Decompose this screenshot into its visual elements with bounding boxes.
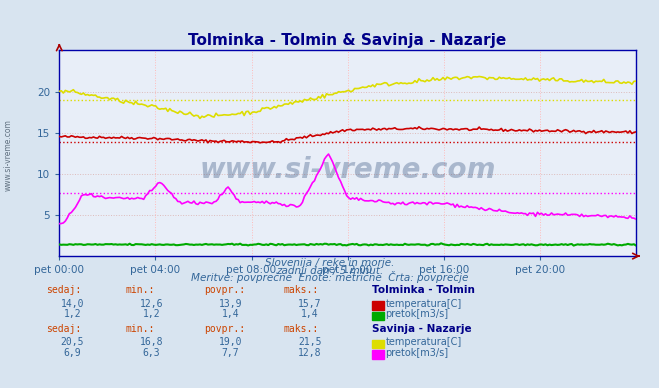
Text: povpr.:: povpr.: <box>204 324 245 334</box>
Text: zadnji dan / 5 minut.: zadnji dan / 5 minut. <box>276 265 383 275</box>
Text: 15,7: 15,7 <box>298 298 322 308</box>
Text: 12,8: 12,8 <box>298 348 322 358</box>
Text: 1,4: 1,4 <box>301 309 318 319</box>
Text: min.:: min.: <box>125 285 155 295</box>
Text: min.:: min.: <box>125 324 155 334</box>
Text: Tolminka - Tolmin: Tolminka - Tolmin <box>372 285 475 295</box>
Text: sedaj:: sedaj: <box>46 324 81 334</box>
Text: povpr.:: povpr.: <box>204 285 245 295</box>
Text: 21,5: 21,5 <box>298 337 322 347</box>
Text: 6,9: 6,9 <box>64 348 81 358</box>
Text: Meritve: povprečne  Enote: metrične  Črta: povprečje: Meritve: povprečne Enote: metrične Črta:… <box>191 271 468 283</box>
Text: 1,2: 1,2 <box>64 309 81 319</box>
Text: Slovenija / reke in morje.: Slovenija / reke in morje. <box>265 258 394 268</box>
Text: sedaj:: sedaj: <box>46 285 81 295</box>
Text: 20,5: 20,5 <box>61 337 84 347</box>
Text: maks.:: maks.: <box>283 324 318 334</box>
Text: 16,8: 16,8 <box>140 337 163 347</box>
Text: 1,4: 1,4 <box>222 309 239 319</box>
Text: www.si-vreme.com: www.si-vreme.com <box>200 156 496 184</box>
Text: 19,0: 19,0 <box>219 337 243 347</box>
Text: Savinja - Nazarje: Savinja - Nazarje <box>372 324 472 334</box>
Text: 14,0: 14,0 <box>61 298 84 308</box>
Text: pretok[m3/s]: pretok[m3/s] <box>386 348 449 358</box>
Title: Tolminka - Tolmin & Savinja - Nazarje: Tolminka - Tolmin & Savinja - Nazarje <box>188 33 507 48</box>
Text: 6,3: 6,3 <box>143 348 160 358</box>
Text: 13,9: 13,9 <box>219 298 243 308</box>
Text: maks.:: maks.: <box>283 285 318 295</box>
Text: 7,7: 7,7 <box>222 348 239 358</box>
Text: temperatura[C]: temperatura[C] <box>386 337 462 347</box>
Text: 12,6: 12,6 <box>140 298 163 308</box>
Text: pretok[m3/s]: pretok[m3/s] <box>386 309 449 319</box>
Text: temperatura[C]: temperatura[C] <box>386 298 462 308</box>
Text: 1,2: 1,2 <box>143 309 160 319</box>
Text: www.si-vreme.com: www.si-vreme.com <box>3 119 13 191</box>
